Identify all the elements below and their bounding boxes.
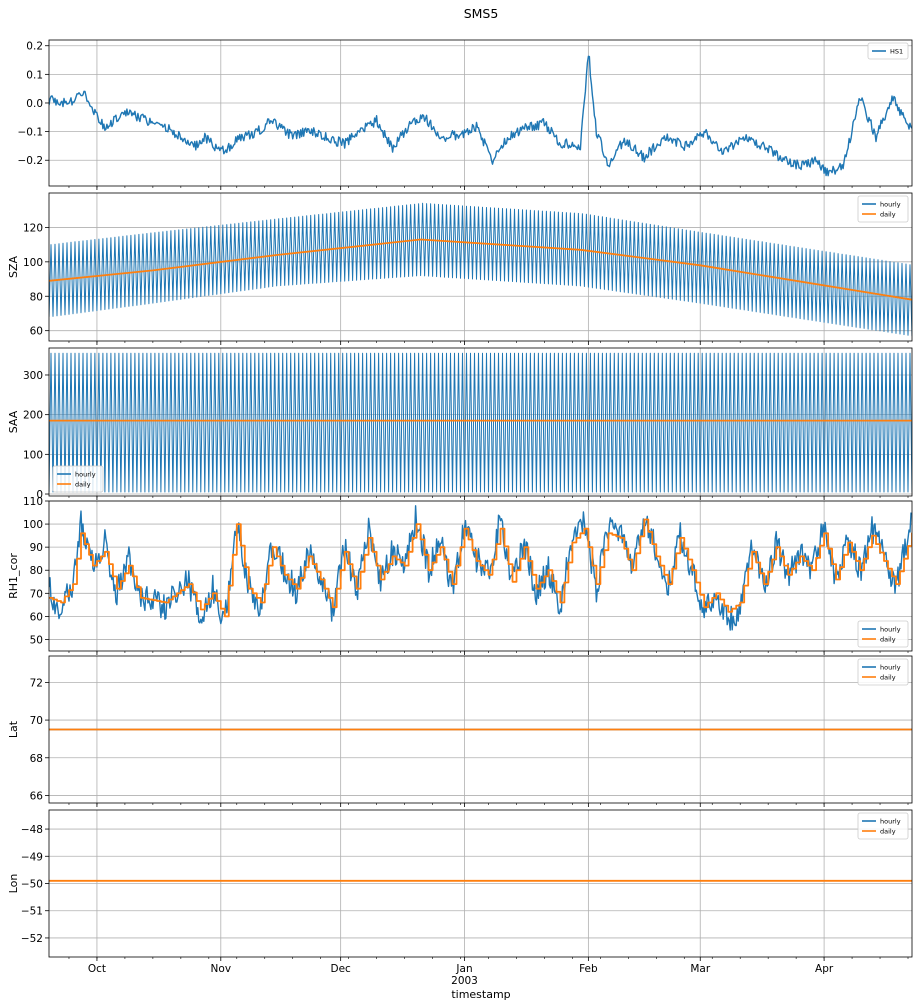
legend-box [857, 195, 909, 223]
y-axis-label: SAA [7, 410, 20, 433]
legend-box [857, 658, 909, 686]
legend: hourly daily [52, 465, 104, 493]
axes-frame [48, 192, 913, 342]
legend-box [52, 465, 104, 493]
y-tick-label: −0.1 [18, 127, 44, 139]
y-tick-label: 110 [23, 496, 43, 508]
subplot-2: 60 80 100 120 SZA hourly daily [7, 192, 913, 345]
legend-box [857, 812, 909, 840]
y-tick-label: 66 [30, 790, 44, 802]
plot-area [49, 55, 912, 177]
y-tick-label: 50 [30, 634, 43, 646]
y-tick-label: −49 [21, 851, 43, 863]
figure-title: SMS5 [464, 6, 499, 21]
legend-label: daily [880, 636, 896, 644]
y-tick-label: 100 [23, 449, 43, 461]
legend-label: hourly [880, 201, 901, 209]
legend: hourly daily [857, 658, 909, 686]
y-tick-label: 70 [30, 715, 43, 727]
axes-frame [48, 655, 913, 804]
subplot-5: 66 68 70 72 Lat hourly daily [7, 655, 913, 807]
legend: hourly daily [857, 620, 909, 648]
y-tick-label: 80 [30, 291, 43, 303]
x-tick-label: Mar [690, 963, 710, 975]
x-year-label: 2003 [451, 975, 478, 987]
x-tick-label: Oct [88, 963, 106, 975]
y-tick-label: 0 [36, 489, 43, 501]
plot-area [49, 202, 912, 337]
subplot-stack: −0.2 −0.1 0.0 0.1 0.2 HS1 60 80 100 120 SZA hourly d… [7, 39, 913, 961]
series-daily [49, 238, 912, 301]
legend-label: daily [75, 481, 91, 489]
legend: hourly daily [857, 812, 909, 840]
y-tick-label: 72 [30, 677, 43, 689]
legend-label: hourly [880, 626, 901, 634]
y-tick-label: −0.2 [18, 155, 44, 167]
y-tick-label: 70 [30, 588, 43, 600]
y-tick-label: 200 [23, 410, 43, 422]
legend-label: daily [880, 211, 896, 219]
y-tick-label: 60 [30, 326, 43, 338]
legend: HS1 [867, 42, 909, 60]
y-tick-label: −51 [21, 906, 43, 918]
axes-frame [48, 39, 913, 187]
y-tick-label: 68 [30, 753, 43, 765]
legend: hourly daily [857, 195, 909, 223]
x-tick-label: Apr [815, 963, 834, 975]
y-tick-label: 90 [30, 542, 43, 554]
plot-area [49, 505, 912, 631]
series-hs1 [49, 55, 912, 177]
legend-box [867, 42, 909, 60]
legend-label: hourly [880, 664, 901, 672]
y-tick-label: 80 [30, 565, 43, 577]
legend-box [857, 620, 909, 648]
legend-label: hourly [75, 471, 96, 479]
x-axis-label: timestamp [451, 988, 510, 1001]
y-tick-label: 0.1 [26, 69, 43, 81]
plot-area [49, 352, 912, 493]
y-tick-label: −52 [21, 933, 43, 945]
x-tick-label: Feb [579, 963, 598, 975]
x-tick-label: Nov [211, 963, 232, 975]
y-axis-label: RH1_cor [7, 553, 20, 599]
x-tick-label: Dec [330, 963, 351, 975]
legend-label: hourly [880, 818, 901, 826]
y-tick-label: 60 [30, 611, 43, 623]
subplot-3: 0 100 200 300 SAA hourly daily [7, 347, 913, 501]
subplot-1: −0.2 −0.1 0.0 0.1 0.2 HS1 [18, 39, 913, 190]
y-axis-label: SZA [7, 256, 20, 279]
legend-label: HS1 [890, 48, 903, 56]
y-axis-label: Lat [7, 720, 20, 738]
y-tick-label: 100 [23, 519, 43, 531]
subplot-6: −52 −51 −50 −49 −48 Lon hourly daily [7, 809, 913, 961]
shared-x-axis: Oct Nov Dec Jan Feb Mar Apr 2003 [88, 963, 834, 987]
y-tick-label: 0.2 [26, 41, 43, 53]
y-tick-label: 100 [23, 257, 43, 269]
series-daily [49, 518, 912, 618]
y-tick-label: 0.0 [26, 98, 43, 110]
axes-frame [48, 347, 913, 497]
y-tick-label: −50 [21, 879, 43, 891]
series-hourly [49, 352, 912, 493]
y-axis-label: Lon [7, 874, 20, 894]
axes-frame [48, 500, 913, 652]
axes-frame [48, 809, 913, 958]
legend-label: daily [880, 674, 896, 682]
x-tick-label: Jan [455, 963, 472, 975]
y-tick-label: 300 [23, 370, 43, 382]
legend-label: daily [880, 828, 896, 836]
y-tick-label: 120 [23, 222, 43, 234]
y-tick-label: −48 [21, 824, 43, 836]
